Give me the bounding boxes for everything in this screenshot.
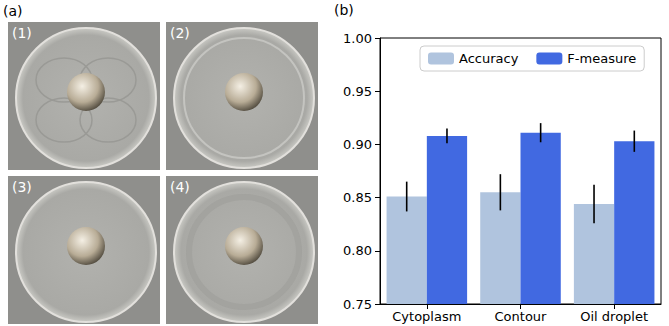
svg-text:(2): (2) — [170, 25, 190, 41]
svg-text:Oil droplet: Oil droplet — [580, 309, 648, 324]
svg-text:1.00: 1.00 — [343, 31, 372, 46]
svg-text:0.95: 0.95 — [343, 84, 372, 99]
svg-text:Contour: Contour — [495, 309, 548, 324]
svg-text:Accuracy: Accuracy — [459, 51, 519, 66]
svg-text:(1): (1) — [12, 25, 32, 41]
svg-text:0.85: 0.85 — [343, 190, 372, 205]
svg-text:(a): (a) — [3, 3, 23, 19]
svg-text:F-measure: F-measure — [567, 51, 636, 66]
svg-text:0.80: 0.80 — [343, 243, 372, 258]
svg-text:Cytoplasm: Cytoplasm — [392, 309, 461, 324]
svg-text:(b): (b) — [334, 2, 354, 18]
svg-text:(3): (3) — [12, 179, 32, 195]
svg-text:0.75: 0.75 — [343, 297, 372, 312]
svg-text:(4): (4) — [170, 179, 190, 195]
svg-text:0.90: 0.90 — [343, 137, 372, 152]
